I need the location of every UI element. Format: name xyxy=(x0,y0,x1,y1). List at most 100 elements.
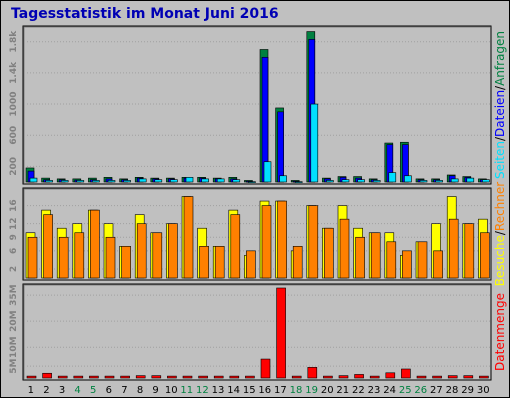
bar-rechner-day-9 xyxy=(152,232,163,279)
bar-rechner-day-17 xyxy=(277,200,287,279)
x-tick-label: 28 xyxy=(446,385,459,396)
x-tick-label: 2 xyxy=(43,385,49,396)
bar-seiten-day-30 xyxy=(482,179,490,183)
bar-rechner-day-27 xyxy=(433,250,443,279)
y-tick-label: 16 xyxy=(9,199,19,212)
bar-datenmenge-day-7 xyxy=(120,375,130,379)
bar-rechner-day-2 xyxy=(43,214,53,279)
x-tick-label: 15 xyxy=(243,385,256,396)
bar-datenmenge-day-21 xyxy=(338,375,349,379)
bar-rechner-day-4 xyxy=(74,232,85,279)
bar-datenmenge-day-15 xyxy=(245,375,255,379)
panel-hits xyxy=(22,25,492,185)
bar-seiten-day-16 xyxy=(263,161,272,183)
y-tick-label: 1000 xyxy=(9,92,19,117)
bar-rechner-day-13 xyxy=(214,246,225,279)
bar-seiten-day-19 xyxy=(310,103,319,183)
bar-seiten-day-22 xyxy=(357,179,365,183)
y-tick-label: 35M xyxy=(9,284,19,306)
bar-rechner-day-11 xyxy=(183,196,194,279)
y-tick-label: 600 xyxy=(9,126,19,145)
bar-datenmenge-day-2 xyxy=(42,372,52,379)
legend-dateien: Dateien xyxy=(493,90,507,137)
bar-datenmenge-day-19 xyxy=(307,367,318,379)
x-tick-label: 29 xyxy=(461,385,474,396)
legend-datenmenge: Datenmenge xyxy=(493,293,507,371)
legend-rechner: Rechner xyxy=(493,182,507,231)
legend-volume: Datenmenge xyxy=(493,293,507,371)
bar-datenmenge-day-13 xyxy=(213,375,224,379)
bar-seiten-day-4 xyxy=(76,180,85,183)
bar-rechner-day-26 xyxy=(417,241,428,279)
bar-seiten-day-21 xyxy=(341,179,350,183)
bar-datenmenge-day-18 xyxy=(291,375,302,379)
bar-seiten-day-29 xyxy=(466,177,475,183)
legend-seiten: Seiten xyxy=(493,141,507,179)
legend-visits: Besuche/Rechner xyxy=(493,182,507,286)
bar-datenmenge-day-12 xyxy=(198,375,208,379)
bar-rechner-day-14 xyxy=(230,214,241,279)
bar-seiten-day-15 xyxy=(248,181,256,183)
bar-seiten-day-6 xyxy=(107,180,116,183)
bar-seiten-day-26 xyxy=(419,180,428,183)
bar-dateien-day-17 xyxy=(277,111,284,183)
y-tick-label: 5M xyxy=(9,359,19,374)
x-tick-label: 23 xyxy=(368,385,381,396)
bar-seiten-day-20 xyxy=(326,180,334,183)
bar-datenmenge-day-30 xyxy=(479,375,489,379)
bar-rechner-day-21 xyxy=(339,218,350,279)
bar-datenmenge-day-9 xyxy=(151,375,162,379)
bar-seiten-day-13 xyxy=(216,178,225,183)
panel-volume xyxy=(22,283,492,381)
bar-rechner-day-1 xyxy=(27,236,38,279)
bar-seiten-day-18 xyxy=(294,181,303,183)
y-tick-label: 10M xyxy=(9,336,19,358)
bar-rechner-day-24 xyxy=(386,241,397,279)
bar-seiten-day-11 xyxy=(185,177,194,183)
bar-rechner-day-12 xyxy=(199,246,209,279)
legend-separator: / xyxy=(493,85,507,90)
bar-seiten-day-9 xyxy=(154,179,163,183)
x-tick-label: 10 xyxy=(165,385,178,396)
x-tick-label: 30 xyxy=(477,385,490,396)
x-tick-label: 16 xyxy=(258,385,271,396)
bar-datenmenge-day-29 xyxy=(463,375,474,379)
bar-rechner-day-23 xyxy=(370,232,381,279)
x-tick-label: 18 xyxy=(290,385,303,396)
bar-seiten-day-14 xyxy=(232,179,241,183)
bar-seiten-day-28 xyxy=(450,178,459,183)
x-tick-label: 5 xyxy=(90,385,96,396)
x-tick-label: 12 xyxy=(196,385,209,396)
x-tick-label: 20 xyxy=(321,385,334,396)
bar-seiten-day-1 xyxy=(29,177,38,183)
bar-datenmenge-day-6 xyxy=(104,375,115,379)
x-tick-label: 3 xyxy=(59,385,65,396)
bar-datenmenge-day-25 xyxy=(401,368,411,379)
bar-datenmenge-day-26 xyxy=(416,375,427,379)
bar-rechner-day-30 xyxy=(480,232,490,279)
bar-rechner-day-3 xyxy=(58,236,69,279)
bar-seiten-day-12 xyxy=(201,178,209,183)
bar-seiten-day-17 xyxy=(279,175,287,183)
bar-seiten-day-27 xyxy=(435,180,443,183)
x-tick-label: 22 xyxy=(352,385,365,396)
legend-besuche: Besuche xyxy=(493,235,507,286)
y-tick-label: 1.4k xyxy=(9,61,19,84)
panel-visits xyxy=(22,187,492,281)
x-tick-label: 4 xyxy=(74,385,80,396)
bar-datenmenge-day-27 xyxy=(432,375,442,379)
bar-seiten-day-24 xyxy=(388,172,397,183)
bar-datenmenge-day-24 xyxy=(385,372,396,379)
x-tick-label: 7 xyxy=(121,385,127,396)
x-tick-label: 21 xyxy=(336,385,349,396)
bar-seiten-day-5 xyxy=(92,180,100,183)
bar-datenmenge-day-23 xyxy=(369,375,380,379)
legend-anfragen: Anfragen xyxy=(493,31,507,86)
x-tick-label: 17 xyxy=(274,385,287,396)
bar-datenmenge-day-3 xyxy=(57,375,68,379)
bar-datenmenge-day-8 xyxy=(135,375,146,379)
y-tick-label: 1.8k xyxy=(9,30,19,53)
bar-rechner-day-8 xyxy=(136,223,147,279)
bar-datenmenge-day-4 xyxy=(73,375,84,379)
bar-rechner-day-6 xyxy=(105,236,116,279)
